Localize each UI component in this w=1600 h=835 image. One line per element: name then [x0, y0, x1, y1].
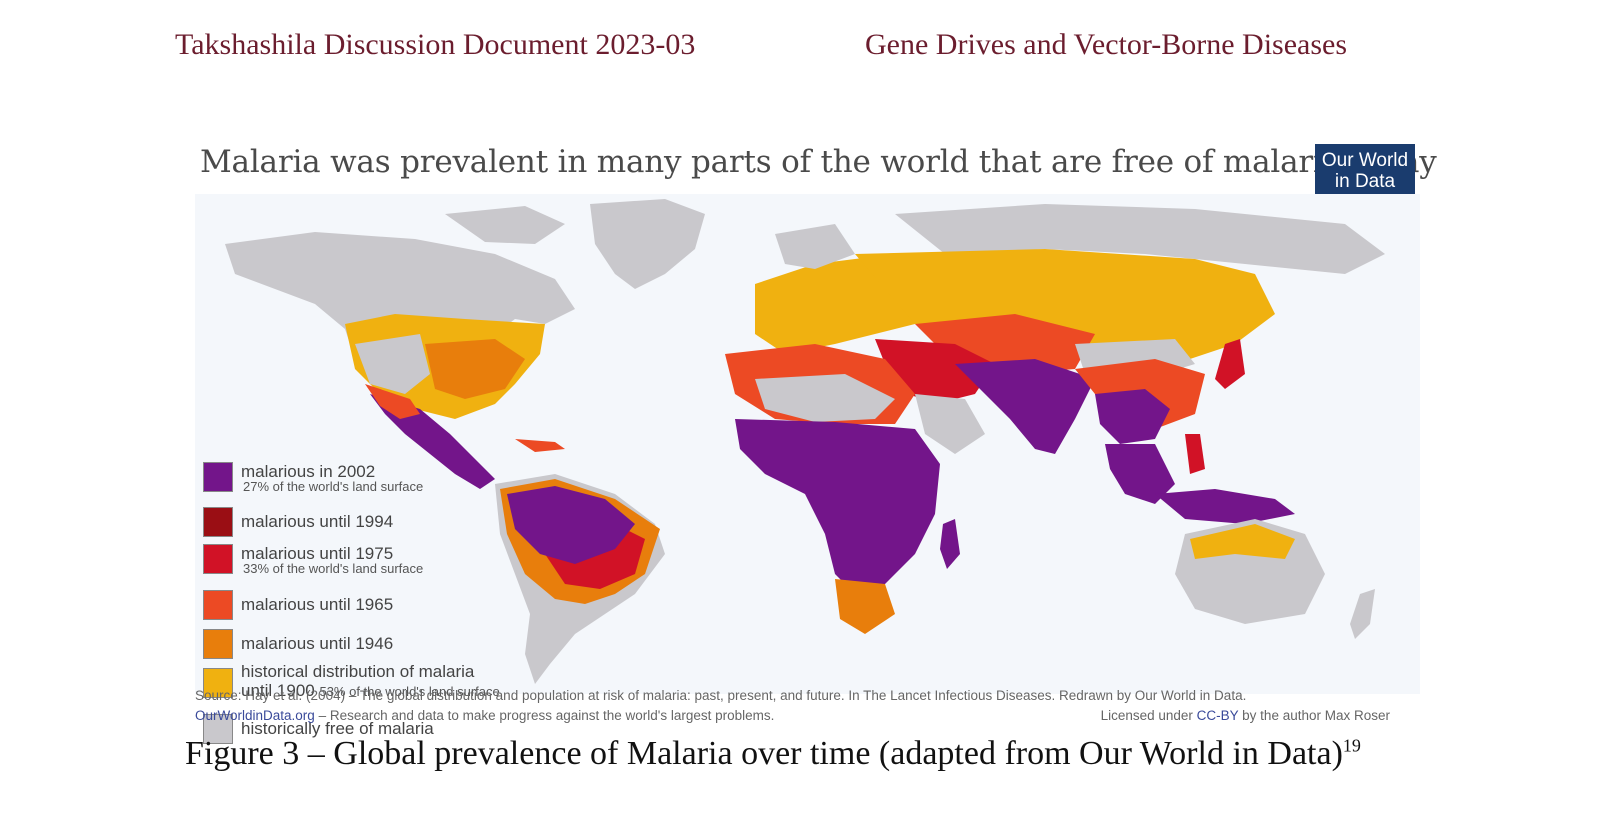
- figure-footnote-ref[interactable]: 19: [1342, 735, 1361, 756]
- region-amazon-2002: [507, 486, 635, 564]
- region-sahara: [755, 374, 895, 422]
- owid-logo-line1: Our World: [1321, 150, 1409, 171]
- region-indonesia: [1155, 489, 1295, 524]
- region-caribbean: [515, 439, 565, 452]
- region-greenland: [590, 199, 705, 289]
- cc-by-link[interactable]: CC-BY: [1196, 708, 1239, 723]
- region-scandinavia: [775, 224, 855, 269]
- region-se-asia: [1105, 444, 1175, 504]
- region-south-asia-2002: [955, 359, 1095, 454]
- region-arctic-islands: [445, 206, 565, 244]
- region-usa-1946: [425, 339, 525, 399]
- region-arabia: [915, 394, 985, 454]
- legend-swatch-free: [203, 714, 233, 744]
- region-madagascar: [940, 519, 960, 569]
- map-title: Malaria was prevalent in many parts of t…: [200, 144, 1437, 180]
- legend-swatch-1900: [203, 668, 233, 698]
- legend-label-2002: malarious in 2002: [241, 462, 376, 481]
- legend-swatch-1946: [203, 629, 233, 659]
- legend-label-1946: malarious until 1946: [241, 634, 394, 653]
- legend-label-1994: malarious until 1994: [241, 512, 394, 531]
- legend-label-1900-line2: until 1900 53% of the world's land surfa…: [241, 681, 500, 701]
- region-japan: [1215, 339, 1245, 389]
- owid-tagline: – Research and data to make progress aga…: [314, 708, 775, 723]
- region-russia-north: [895, 204, 1385, 274]
- source-site: OurWorldinData.org – Research and data t…: [195, 708, 774, 723]
- region-usa-interior: [355, 334, 430, 394]
- world-map: malarious in 2002 27% of the world's lan…: [195, 194, 1420, 744]
- header-document-id: Takshashila Discussion Document 2023-03: [175, 28, 696, 61]
- legend-label-1900-year: until 1900: [241, 681, 315, 700]
- figure-caption-text: Figure 3 – Global prevalence of Malaria …: [185, 735, 1343, 772]
- header-document-topic: Gene Drives and Vector-Borne Diseases: [865, 28, 1348, 61]
- region-new-zealand: [1350, 589, 1375, 639]
- legend-label-1965: malarious until 1965: [241, 595, 394, 614]
- region-africa-2002: [735, 419, 940, 594]
- world-map-svg: [225, 199, 1385, 684]
- region-philippines: [1185, 434, 1205, 474]
- license-suffix: by the author Max Roser: [1238, 708, 1390, 723]
- legend-label-1975: malarious until 1975: [241, 544, 394, 563]
- license-note: Licensed under CC-BY by the author Max R…: [1101, 708, 1390, 723]
- legend-note-1975: 33% of the world's land surface: [243, 561, 424, 576]
- region-mexico-north: [365, 384, 420, 419]
- owid-logo-line2: in Data: [1334, 171, 1396, 192]
- legend-note-1900: 53% of the world's land surface: [319, 684, 500, 699]
- figure-caption: Figure 3 – Global prevalence of Malaria …: [185, 735, 1361, 773]
- region-asia-1900: [855, 249, 1275, 364]
- owid-site-link[interactable]: OurWorldinData.org: [195, 708, 315, 723]
- license-prefix: Licensed under: [1100, 708, 1197, 723]
- document-header: Takshashila Discussion Document 2023-03 …: [0, 28, 1600, 78]
- region-south-africa: [835, 579, 895, 634]
- legend-swatch-1975: [203, 544, 233, 574]
- region-australia-north: [1190, 524, 1295, 559]
- legend-swatch-2002: [203, 462, 233, 492]
- legend-swatch-1965: [203, 590, 233, 620]
- legend-label-1900: historical distribution of malaria: [241, 662, 475, 681]
- legend-label-free: historically free of malaria: [241, 719, 434, 738]
- owid-logo: Our World in Data: [1315, 144, 1415, 200]
- legend-swatch-1994: [203, 507, 233, 537]
- source-citation: Source: Hay et al. (2004) – The global d…: [195, 688, 1247, 703]
- region-se-china-2002: [1095, 389, 1170, 444]
- malaria-map-figure: Malaria was prevalent in many parts of t…: [195, 138, 1437, 744]
- legend-note-2002: 27% of the world's land surface: [243, 479, 424, 494]
